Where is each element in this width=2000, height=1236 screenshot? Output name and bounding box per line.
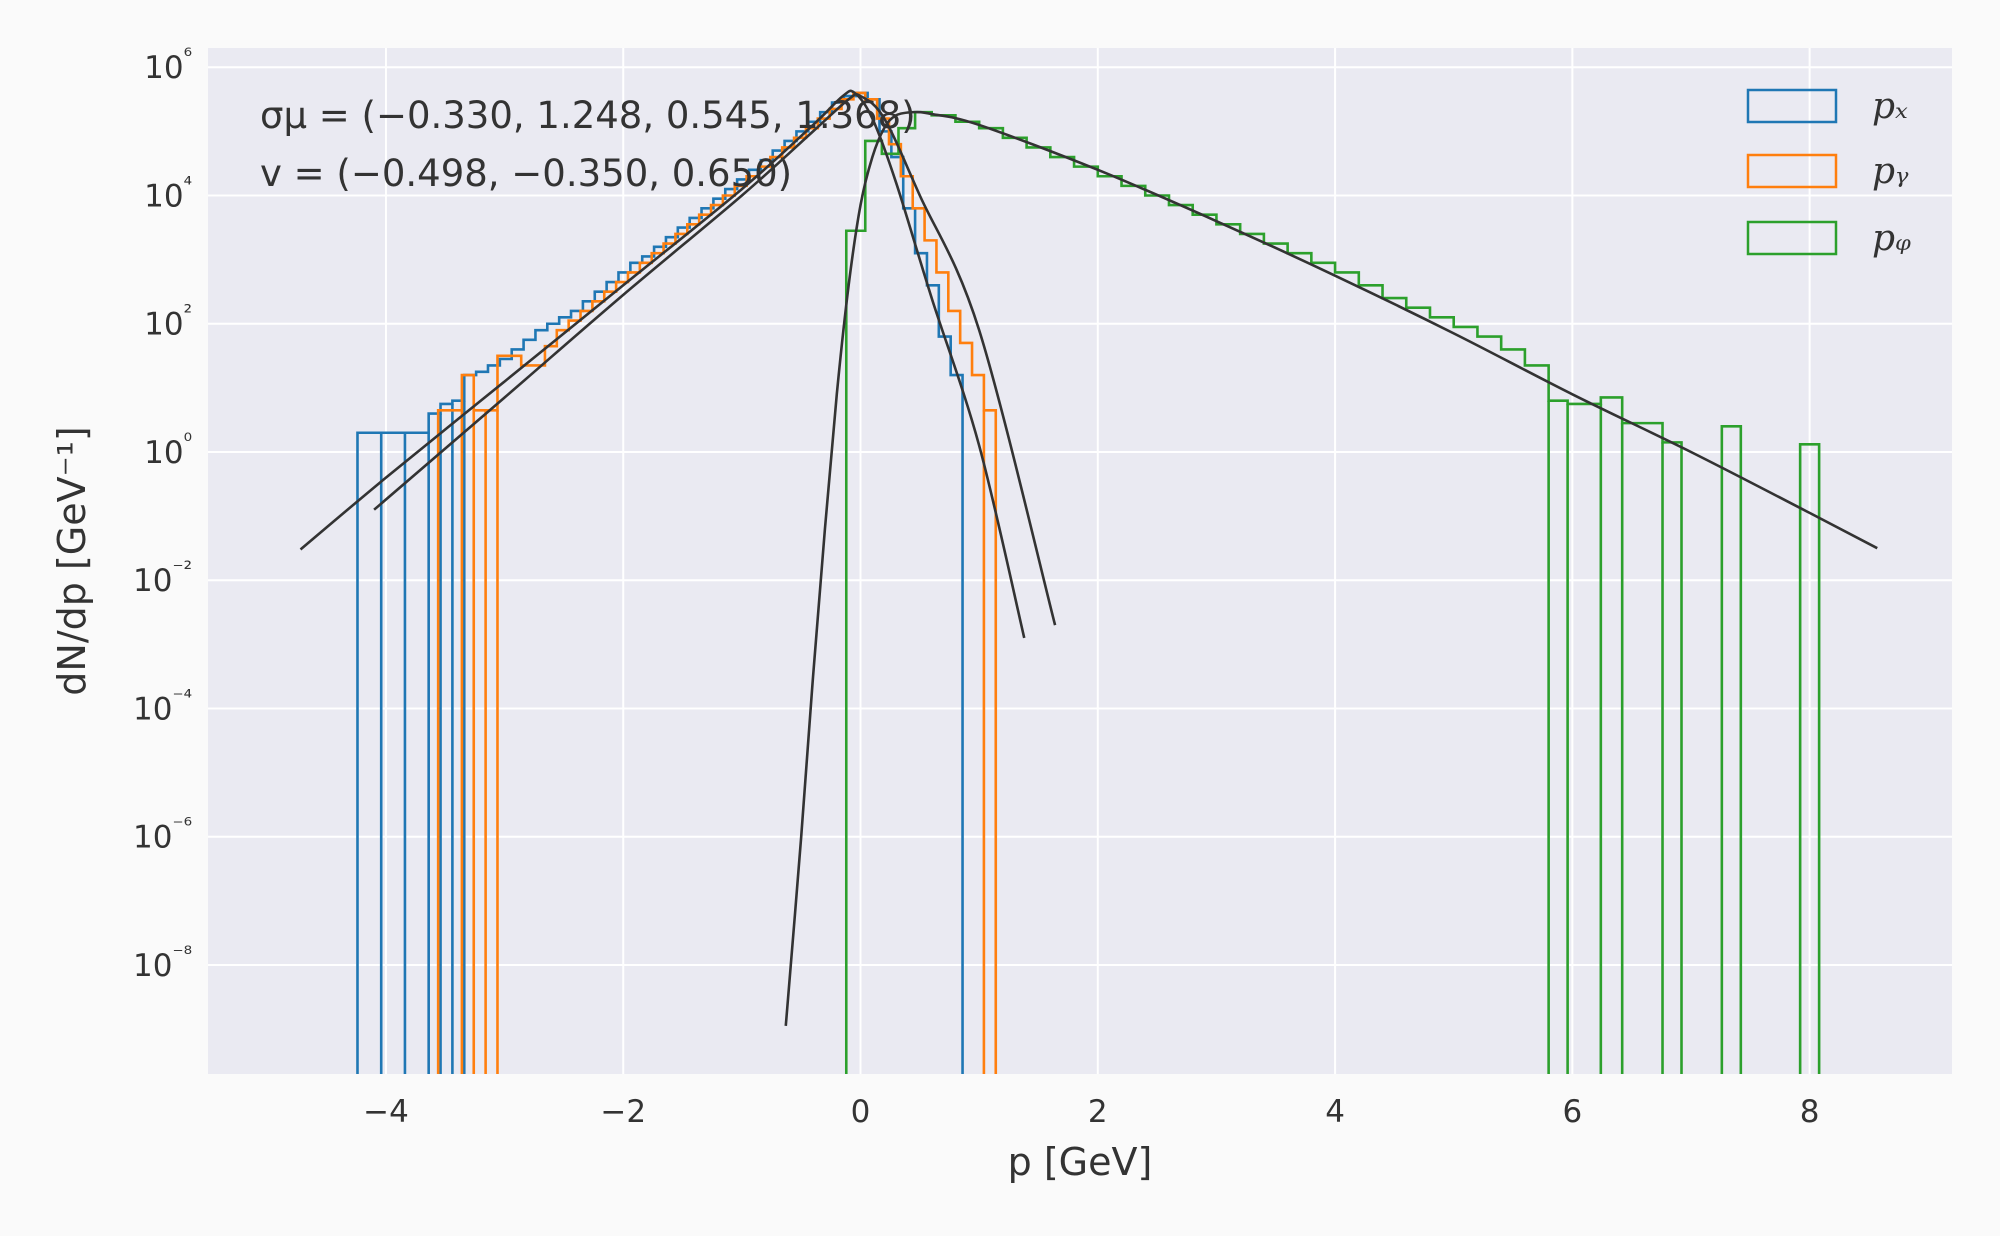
x-tick-label: 6 [1562, 1094, 1582, 1130]
x-tick-label: 8 [1800, 1094, 1820, 1130]
annotation-v: v = (−0.498, −0.350, 0.650) [260, 152, 792, 195]
legend-label-py: pᵧ [1872, 151, 1909, 192]
y-tick-label: 10⁻⁶ [133, 814, 192, 856]
legend-swatch-px [1746, 88, 1838, 124]
y-tick-label: 10⁴ [144, 172, 192, 214]
plot-area [208, 48, 1952, 1074]
y-tick-label: 10⁻⁸ [133, 942, 192, 984]
y-tick-label: 10⁻² [133, 557, 192, 599]
histogram-px [356, 91, 964, 1074]
fit-curve-3 [784, 110, 1878, 1027]
y-tick-label: 10² [144, 301, 192, 343]
legend: pₓ pᵧ pᵩ [1746, 86, 1911, 259]
y-tick-label: 10⁰ [144, 429, 192, 471]
legend-swatch-pz [1746, 220, 1838, 256]
x-tick-label: 0 [851, 1094, 871, 1130]
y-axis-ticks: 10⁶ 10⁴ 10² 10⁰ 10⁻² 10⁻⁴ 10⁻⁶ 10⁻⁸ [133, 44, 192, 984]
histogram-isolated-bin [1798, 442, 1821, 1074]
fit-curve-1 [299, 89, 1026, 639]
series-layer [356, 91, 1821, 1074]
x-tick-label: 2 [1088, 1094, 1108, 1130]
y-tick-label: 10⁶ [144, 44, 192, 86]
histogram-isolated-bin [1720, 425, 1743, 1074]
legend-label-pz: pᵩ [1872, 218, 1911, 259]
x-tick-label: −4 [363, 1094, 409, 1130]
histogram-pz [844, 110, 1821, 1074]
x-axis-ticks: −4 −2 0 2 4 6 8 [363, 1094, 1819, 1130]
x-tick-label: −2 [600, 1094, 646, 1130]
x-axis-label: p [GeV] [1008, 1140, 1153, 1184]
x-tick-label: 4 [1325, 1094, 1345, 1130]
legend-swatch-py [1746, 153, 1838, 189]
fit-curve-2 [373, 92, 1057, 626]
y-axis-label: dN/dp [GeV⁻¹] [50, 426, 94, 695]
histogram-py [436, 91, 998, 1074]
fit-curves-layer [299, 89, 1878, 1027]
histogram-outline-pz [844, 110, 1683, 1074]
y-tick-label: 10⁻⁴ [133, 685, 192, 727]
annotation-sigma: σμ = (−0.330, 1.248, 0.545, 1.368) [260, 94, 916, 137]
histogram-outline-py [436, 91, 998, 1074]
legend-label-px: pₓ [1872, 86, 1908, 127]
